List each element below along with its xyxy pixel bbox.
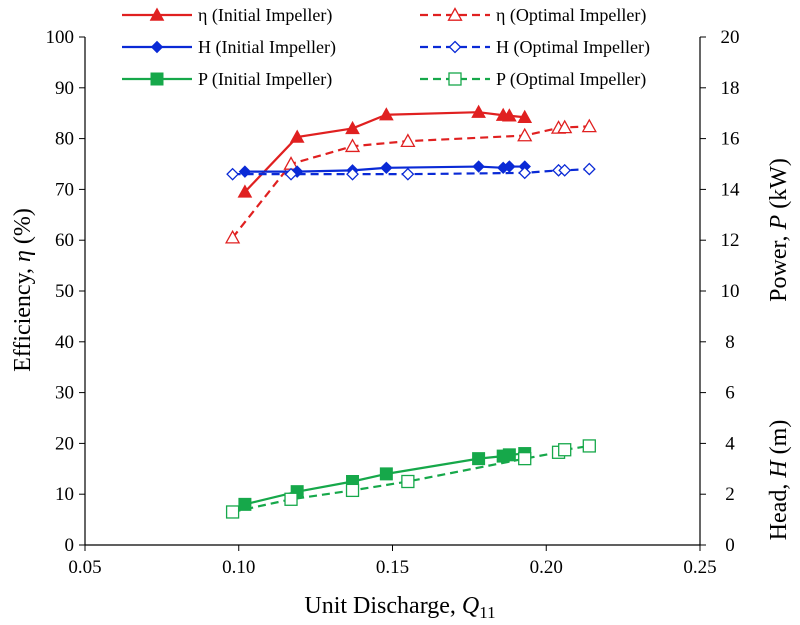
data-point (557, 119, 573, 134)
legend-entry: H (Optimal Impeller) (420, 37, 650, 58)
y-left-axis-title: Efficiency, η (%) (10, 208, 36, 372)
data-point (379, 107, 394, 121)
x-tick-label: 0.25 (683, 557, 716, 578)
data-point (582, 439, 596, 453)
data-point (225, 505, 240, 519)
y-left-tick-label: 20 (55, 433, 74, 454)
series-3 (226, 162, 596, 181)
data-point (502, 448, 516, 462)
data-point (502, 108, 517, 122)
y-right-tick-label: 2 (725, 484, 735, 505)
series-4 (238, 447, 532, 511)
data-point (238, 165, 252, 178)
data-point (284, 492, 298, 506)
legend-marker (149, 7, 165, 21)
y-right-tick-label: 12 (721, 230, 740, 251)
legend-label: H (Initial Impeller) (198, 37, 336, 58)
legend-marker (150, 72, 164, 86)
data-point (471, 104, 486, 118)
data-point (472, 452, 486, 466)
legend-label: P (Initial Impeller) (198, 69, 332, 90)
y-right-tick-label: 10 (721, 281, 740, 302)
data-point (401, 167, 415, 181)
data-point (224, 229, 241, 244)
y-right-tick-label: 8 (725, 332, 735, 353)
y-left-tick-label: 70 (55, 179, 74, 200)
ticks: 0.05 0.10 0.15 0.20 0.2501020304050607080901… (46, 27, 741, 578)
legend-entry: η (Optimal Impeller) (420, 5, 646, 26)
data-point (472, 160, 485, 173)
data-point (581, 118, 597, 133)
data-point (582, 162, 596, 176)
legend-marker (150, 40, 164, 54)
y-left-tick-label: 10 (55, 484, 74, 505)
legend-entry: H (Initial Impeller) (122, 37, 336, 58)
series-line (232, 444, 590, 514)
series-1 (224, 118, 597, 244)
y-right-tick-label: 20 (721, 27, 740, 48)
legend-label: H (Optimal Impeller) (496, 37, 650, 58)
series-line (244, 111, 525, 193)
x-tick-label: 0.10 (222, 557, 255, 578)
y-left-tick-label: 0 (65, 535, 75, 556)
data-point (558, 443, 572, 457)
data-point (379, 467, 393, 481)
data-point (401, 474, 415, 489)
x-axis-title: Unit Discharge, Q11 (304, 593, 495, 622)
legend-marker (448, 40, 462, 54)
y-left-tick-label: 40 (55, 332, 74, 353)
y-right-tick-label: 16 (721, 129, 740, 150)
y-left-tick-label: 50 (55, 281, 74, 302)
data-point (284, 167, 298, 181)
y-right-tick-label: 6 (725, 383, 735, 404)
legend-entry: η (Initial Impeller) (122, 5, 332, 26)
legend-entry: P (Optimal Impeller) (420, 69, 646, 90)
y-right-tick-label: 14 (721, 179, 741, 200)
legend: η (Initial Impeller) η (Optimal Impeller)… (122, 5, 650, 90)
data-point (289, 129, 305, 143)
data-point (238, 497, 252, 511)
data-point (518, 451, 532, 466)
y-right-axis-title-power: Power, P (kW) (766, 158, 792, 302)
legend-marker (448, 72, 462, 86)
y-right-tick-label: 18 (721, 78, 740, 99)
data-point (558, 163, 572, 177)
data-point (517, 109, 533, 123)
series-5 (225, 439, 596, 519)
y-left-tick-label: 30 (55, 383, 74, 404)
data-point (400, 133, 416, 147)
data-point (346, 167, 359, 181)
legend-entry: P (Initial Impeller) (122, 69, 332, 90)
legend-label: η (Initial Impeller) (198, 5, 332, 26)
y-right-tick-label: 0 (725, 535, 735, 556)
x-tick-label: 0.20 (530, 557, 563, 578)
y-left-tick-label: 90 (55, 78, 74, 99)
x-tick-label: 0.15 (376, 557, 409, 578)
data-point (518, 166, 532, 180)
data-point (344, 138, 361, 153)
legend-marker (447, 7, 463, 21)
data-point (517, 127, 533, 142)
y-right-axis-title-head: Head, H (m) (766, 420, 792, 541)
data-point (380, 161, 393, 175)
data-point (345, 120, 360, 135)
y-left-tick-label: 80 (55, 129, 74, 150)
y-right-tick-label: 4 (725, 433, 735, 454)
data-point (345, 483, 360, 498)
y-left-tick-label: 100 (46, 27, 75, 48)
series-layer (224, 104, 597, 519)
series-0 (237, 104, 533, 198)
data-point (226, 167, 240, 181)
legend-label: P (Optimal Impeller) (496, 69, 646, 90)
data-point (237, 184, 253, 198)
y-left-tick-label: 60 (55, 230, 74, 251)
legend-label: η (Optimal Impeller) (496, 5, 646, 26)
x-tick-label: 0.05 (68, 557, 101, 578)
